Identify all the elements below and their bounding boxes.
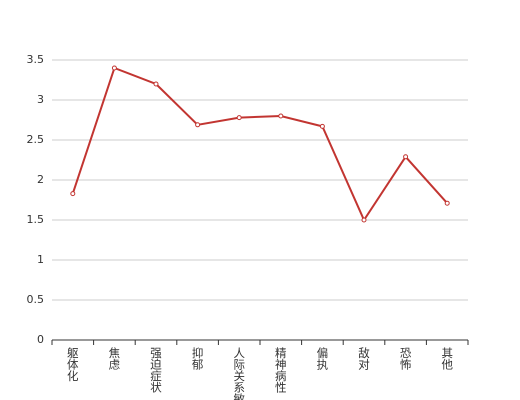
x-tick-label: 敌对 (357, 346, 371, 370)
point (236, 115, 242, 121)
x-tick-label: 偏执 (315, 346, 329, 371)
y-tick-label: 2 (37, 173, 44, 186)
y-tick-label: 0.5 (27, 293, 45, 306)
y-tick-label: 3.5 (27, 53, 45, 66)
point (278, 113, 284, 119)
y-tick-label: 1.5 (27, 213, 45, 226)
point (403, 154, 409, 160)
point (70, 191, 76, 197)
y-tick-label: 0 (37, 333, 44, 346)
x-tick-label: 人际关系敏感 (232, 347, 246, 400)
y-tick-label: 2.5 (27, 133, 45, 146)
point (319, 123, 325, 129)
point (153, 81, 159, 87)
point (444, 200, 450, 206)
x-tick-label: 焦虑 (107, 347, 121, 370)
line (71, 66, 448, 223)
x-tick-label: 躯体化 (66, 347, 80, 382)
point (111, 65, 117, 71)
x-tick-label: 精神病性 (274, 347, 288, 394)
x-tick-label: 其他 (440, 347, 454, 370)
x-tick-label: 抑郁 (191, 346, 205, 370)
y-tick-label: 1 (37, 253, 44, 266)
point (195, 122, 201, 128)
x-tick-label: 恐怖 (399, 347, 413, 370)
point (361, 217, 367, 223)
x-tick-label: 强迫症状 (149, 347, 163, 393)
y-tick-label: 3 (37, 93, 44, 106)
